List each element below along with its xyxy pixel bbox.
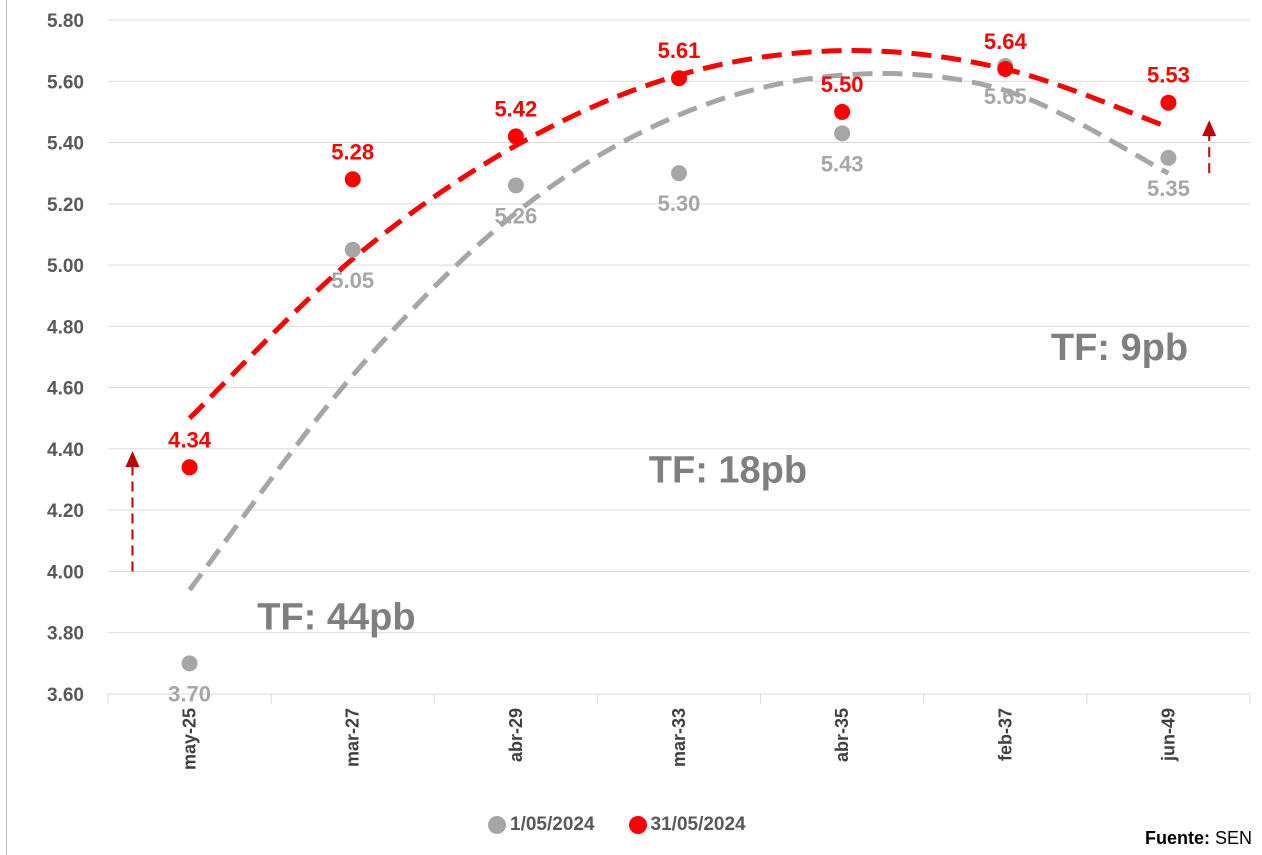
data-label-s1-6: 5.35 bbox=[1147, 176, 1190, 201]
data-label-s2-4: 5.50 bbox=[821, 72, 864, 97]
annotation-1: TF: 44pb bbox=[257, 597, 415, 639]
legend-label-1: 1/05/2024 bbox=[510, 814, 595, 835]
legend-item-1: 1/05/2024 bbox=[488, 814, 595, 836]
arrow-head-2 bbox=[1202, 120, 1217, 137]
y-tick-label-4: 4.40 bbox=[47, 440, 84, 461]
y-tick-label-8: 5.20 bbox=[47, 195, 84, 216]
y-tick-label-1: 3.80 bbox=[47, 624, 84, 645]
data-label-s1-2: 5.26 bbox=[494, 203, 537, 228]
data-label-s2-6: 5.53 bbox=[1147, 63, 1190, 88]
point-s2-5 bbox=[997, 61, 1014, 78]
point-s2-6 bbox=[1160, 94, 1177, 111]
x-tick-label-1: mar-27 bbox=[343, 708, 363, 767]
legend-marker-2 bbox=[628, 816, 647, 834]
data-label-s1-1: 5.05 bbox=[331, 268, 374, 293]
point-s1-4 bbox=[834, 125, 851, 142]
y-tick-label-11: 5.80 bbox=[47, 11, 84, 32]
y-tick-label-5: 4.60 bbox=[47, 379, 84, 400]
point-s2-4 bbox=[834, 103, 851, 120]
data-label-s1-4: 5.43 bbox=[821, 151, 864, 176]
y-tick-label-10: 5.60 bbox=[47, 72, 84, 93]
source-label: Fuente: bbox=[1144, 828, 1210, 848]
source-value: SEN bbox=[1209, 828, 1252, 848]
point-s2-1 bbox=[344, 171, 361, 188]
x-tick-label-5: feb-37 bbox=[995, 708, 1015, 761]
yield-curve-chart: 3.60 3.80 4.00 4.20 4.40 4.60 4.80 5.00 5.20 5.40… bbox=[47, 11, 1251, 770]
data-label-s2-5: 5.64 bbox=[984, 29, 1028, 54]
trendline-1 bbox=[187, 71, 1170, 592]
y-tick-label-9: 5.40 bbox=[47, 134, 84, 155]
point-s1-6 bbox=[1160, 149, 1177, 166]
y-tick-label-0: 3.60 bbox=[47, 685, 84, 706]
data-label-s1-0: 3.70 bbox=[168, 681, 211, 706]
data-label-s1-3: 5.30 bbox=[658, 191, 701, 216]
x-tick-label-6: jun-49 bbox=[1158, 708, 1178, 762]
data-label-s2-3: 5.61 bbox=[658, 38, 701, 63]
point-s1-0 bbox=[181, 655, 198, 672]
legend-item-2: 31/05/2024 bbox=[628, 814, 746, 836]
point-s2-3 bbox=[671, 70, 687, 87]
frame-border bbox=[6, 0, 7, 855]
legend-label-2: 31/05/2024 bbox=[650, 814, 746, 835]
y-tick-label-2: 4.00 bbox=[47, 562, 84, 583]
x-tick-label-2: abr-29 bbox=[506, 708, 526, 762]
point-s2-2 bbox=[507, 128, 524, 145]
source-note: Fuente: SEN bbox=[1145, 828, 1252, 849]
data-label-s2-1: 5.28 bbox=[331, 139, 374, 164]
x-tick-label-0: may-25 bbox=[180, 708, 200, 770]
legend-marker-1 bbox=[488, 816, 506, 834]
legend: 1/05/2024 31/05/2024 bbox=[488, 814, 746, 836]
annotation-2: TF: 18pb bbox=[649, 450, 807, 492]
point-s2-0 bbox=[181, 459, 198, 476]
y-tick-label-7: 5.00 bbox=[47, 256, 84, 277]
annotation-3: TF: 9pb bbox=[1051, 327, 1188, 369]
arrow-head-1 bbox=[125, 451, 140, 468]
data-label-s2-2: 5.42 bbox=[494, 96, 537, 121]
point-s1-1 bbox=[344, 241, 361, 258]
y-tick-label-6: 4.80 bbox=[47, 317, 84, 338]
data-label-s2-0: 4.34 bbox=[168, 427, 212, 452]
point-s1-2 bbox=[507, 177, 524, 194]
point-s1-3 bbox=[671, 165, 687, 182]
y-tick-label-3: 4.20 bbox=[47, 501, 84, 522]
data-label-s1-5: 5.65 bbox=[984, 84, 1027, 109]
x-tick-label-4: abr-35 bbox=[832, 708, 852, 762]
x-tick-label-3: mar-33 bbox=[669, 708, 689, 767]
